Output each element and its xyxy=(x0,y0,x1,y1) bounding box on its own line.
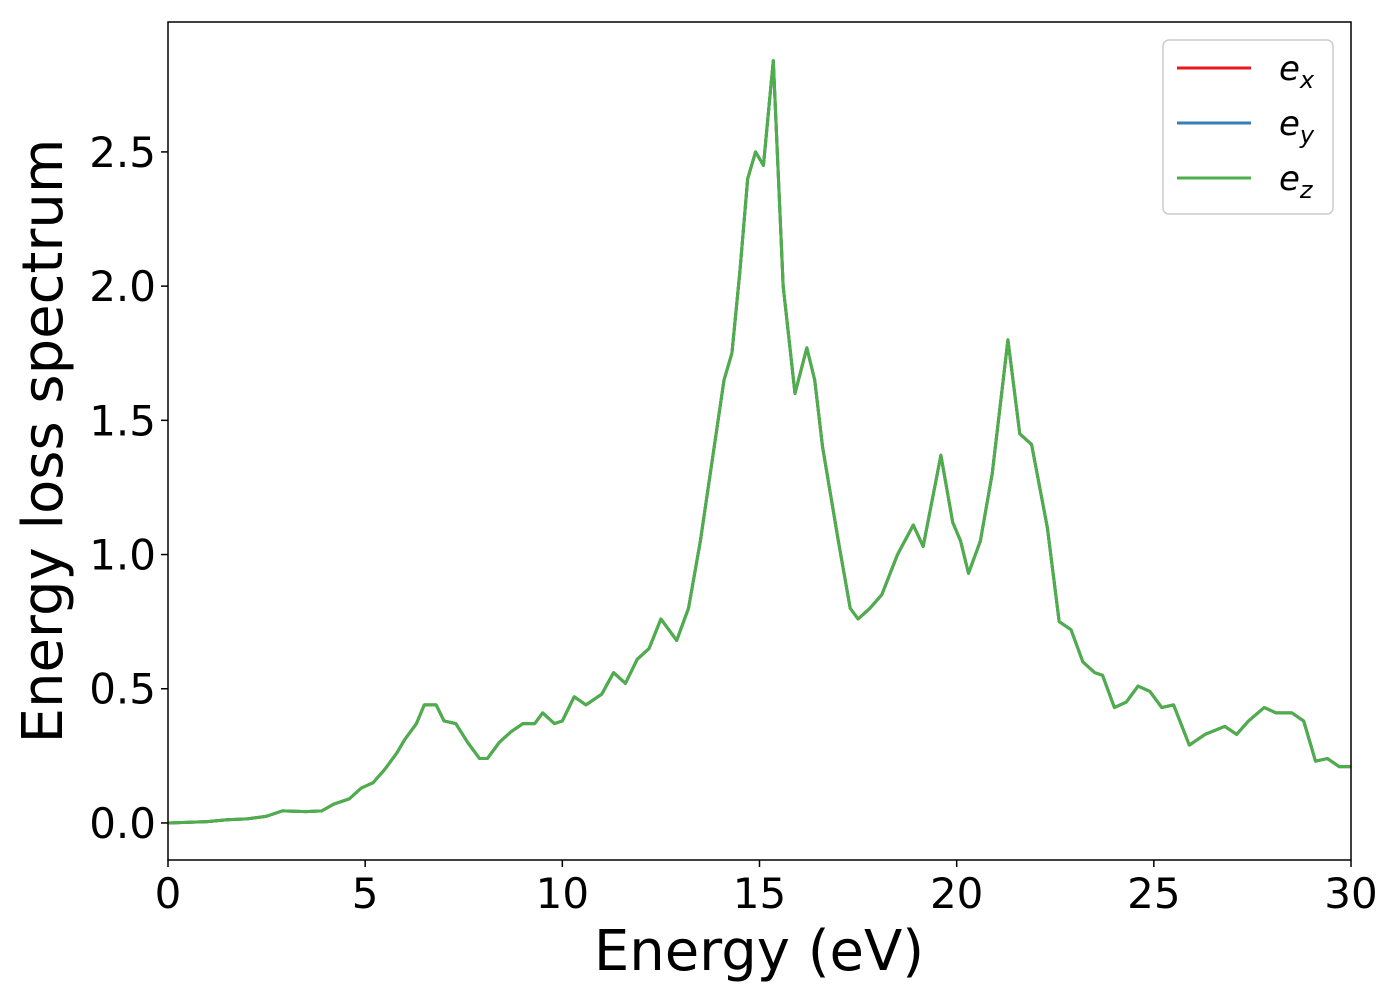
x-tick-label: 15 xyxy=(733,869,786,918)
plot-frame xyxy=(167,21,1352,861)
legend-label: ex xyxy=(1279,49,1315,94)
legend-box xyxy=(1162,39,1334,215)
y-tick-label: 0.0 xyxy=(89,799,156,848)
y-tick-label: 0.5 xyxy=(89,665,156,714)
legend-label: ez xyxy=(1279,159,1314,204)
x-tick-label: 10 xyxy=(536,869,589,918)
y-tick-label: 1.0 xyxy=(89,531,156,580)
y-tick-label: 2.0 xyxy=(89,262,156,311)
x-tick-label: 5 xyxy=(352,869,379,918)
x-axis-label: Energy (eV) xyxy=(594,919,924,984)
y-tick-label: 2.5 xyxy=(89,128,156,177)
y-tick-label: 1.5 xyxy=(89,396,156,445)
x-tick-label: 20 xyxy=(930,869,983,918)
x-tick-label: 0 xyxy=(155,869,182,918)
series-line xyxy=(167,59,1351,825)
x-tick-label: 25 xyxy=(1127,869,1180,918)
y-axis-label: Energy loss spectrum xyxy=(11,139,76,744)
legend-label: ey xyxy=(1279,104,1315,149)
x-tick-label: 30 xyxy=(1324,869,1377,918)
